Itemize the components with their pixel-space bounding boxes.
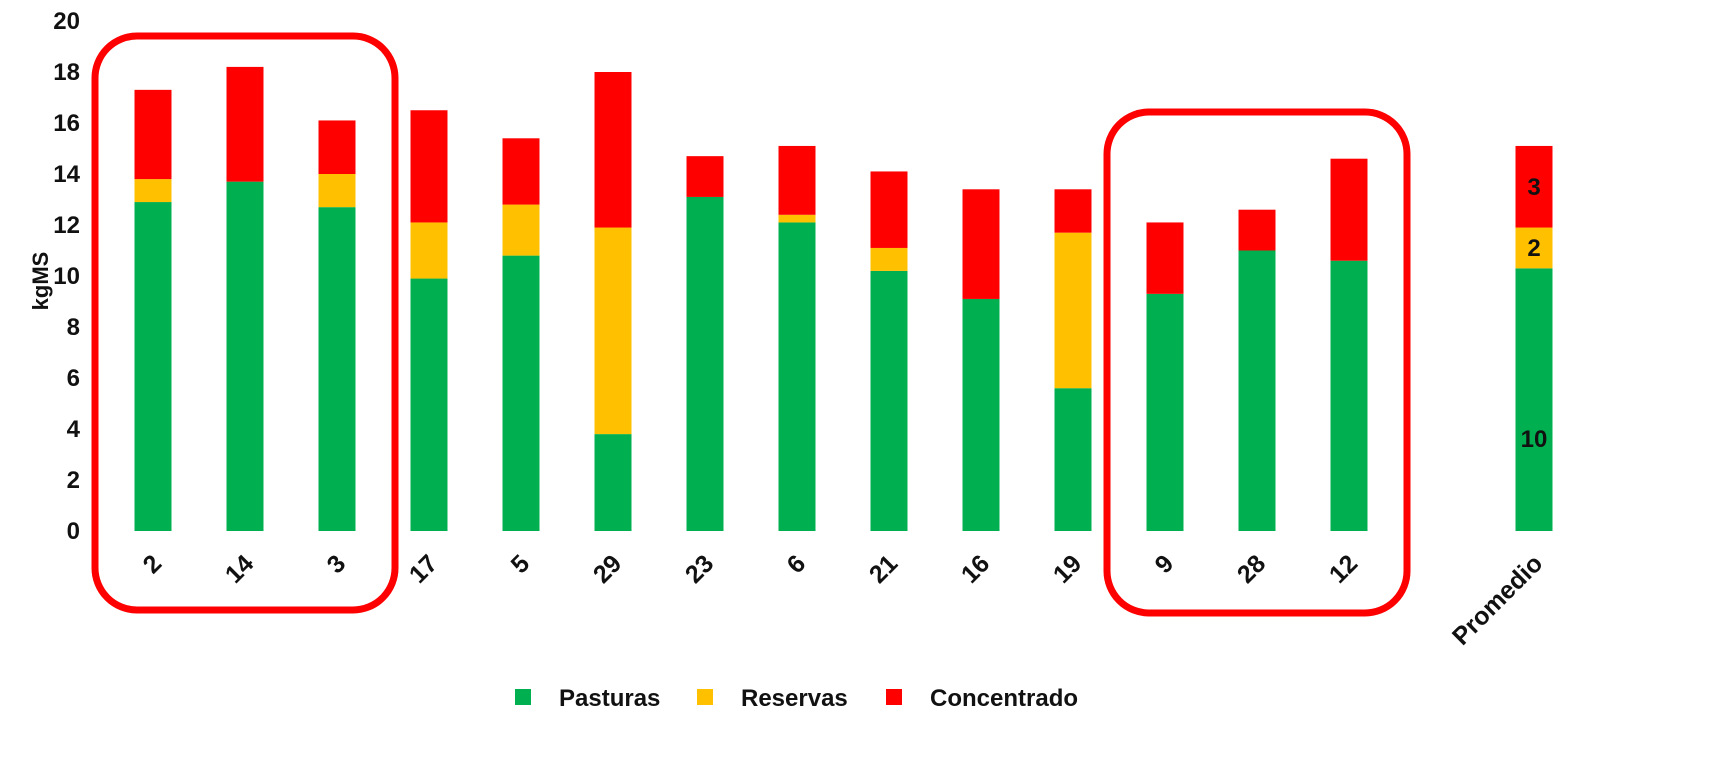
bar-segment-concentrado-21 (870, 171, 908, 248)
legend-swatch-concentrado (886, 689, 902, 705)
x-tick-label: 5 (506, 549, 536, 579)
y-tick-label: 20 (53, 8, 80, 35)
bar-segment-concentrado-5 (502, 138, 540, 205)
bar-segment-pasturas-3 (318, 207, 356, 531)
legend-label-pasturas: Pasturas (559, 685, 660, 712)
bar-segment-pasturas-23 (686, 196, 724, 531)
y-tick-label: 10 (53, 263, 80, 290)
y-axis: 0 2 4 6 8 10 12 14 16 18 20 (53, 8, 80, 545)
legend-swatch-reservas (697, 689, 713, 705)
bar-segment-pasturas-28 (1238, 250, 1276, 531)
bar-segment-pasturas-6 (778, 222, 816, 531)
legend: Pasturas Reservas Concentrado (515, 685, 1078, 712)
bar-segment-pasturas-19 (1054, 388, 1092, 531)
y-axis-label: kgMS (28, 252, 53, 311)
bar-segment-pasturas-promedio (1515, 268, 1553, 531)
y-tick-label: 16 (53, 110, 80, 137)
x-axis: 2 14 3 17 5 29 23 6 21 16 19 9 28 12 Promedio (138, 549, 1549, 650)
data-label: 2 (1527, 235, 1540, 262)
bar-segment-concentrado-14 (226, 66, 264, 182)
x-tick-label: 12 (1324, 549, 1363, 588)
bar-segment-concentrado-2 (134, 89, 172, 180)
x-tick-label: Promedio (1447, 549, 1548, 650)
y-tick-label: 12 (53, 212, 80, 239)
bar-segment-pasturas-5 (502, 255, 540, 531)
legend-label-concentrado: Concentrado (930, 685, 1078, 712)
bar-segment-concentrado-promedio (1515, 145, 1553, 228)
x-tick-label: 3 (322, 549, 352, 579)
bar-segment-pasturas-14 (226, 181, 264, 531)
legend-label-reservas: Reservas (741, 685, 848, 712)
x-tick-label: 23 (680, 549, 719, 588)
bar-segment-concentrado-17 (410, 110, 448, 223)
bar-segment-concentrado-9 (1146, 222, 1184, 294)
data-labels-layer: 10 2 3 (1521, 174, 1548, 453)
y-tick-label: 18 (53, 59, 80, 86)
bar-segment-concentrado-3 (318, 120, 356, 174)
bar-segment-pasturas-21 (870, 270, 908, 531)
y-tick-label: 4 (67, 416, 81, 443)
bars-layer (134, 66, 1553, 532)
x-tick-label: 16 (956, 549, 995, 588)
x-tick-label: 19 (1048, 549, 1087, 588)
bar-segment-reservas-2 (134, 179, 172, 203)
x-tick-label: 9 (1150, 549, 1180, 579)
bar-segment-concentrado-16 (962, 189, 1000, 299)
bar-segment-reservas-17 (410, 222, 448, 279)
bar-segment-pasturas-29 (594, 434, 632, 531)
bar-segment-concentrado-6 (778, 145, 816, 215)
highlight-box (91, 32, 399, 614)
bar-segment-pasturas-2 (134, 202, 172, 532)
bar-segment-pasturas-9 (1146, 293, 1184, 531)
bar-segment-pasturas-16 (962, 298, 1000, 531)
y-tick-label: 8 (67, 314, 80, 341)
x-tick-label: 14 (220, 549, 260, 589)
bar-segment-pasturas-17 (410, 278, 448, 531)
bar-segment-concentrado-29 (594, 72, 632, 228)
bar-segment-concentrado-28 (1238, 209, 1276, 251)
y-tick-label: 2 (67, 467, 80, 494)
x-tick-label: 21 (864, 549, 904, 589)
data-label: 10 (1521, 426, 1548, 453)
bar-segment-reservas-29 (594, 227, 632, 435)
bar-segment-concentrado-19 (1054, 189, 1092, 233)
bar-segment-reservas-19 (1054, 232, 1092, 389)
y-tick-label: 14 (53, 161, 80, 188)
y-tick-label: 0 (67, 518, 80, 545)
data-label: 3 (1527, 174, 1540, 201)
bar-segment-reservas-3 (318, 174, 356, 208)
highlight-box (1103, 108, 1411, 617)
bar-segment-reservas-promedio (1515, 227, 1553, 269)
bar-segment-reservas-6 (778, 214, 816, 223)
bar-segment-reservas-21 (870, 247, 908, 271)
x-tick-label: 29 (588, 549, 627, 588)
bar-segment-pasturas-12 (1330, 260, 1368, 531)
bar-segment-concentrado-12 (1330, 158, 1368, 261)
x-tick-label: 6 (782, 549, 812, 579)
y-tick-label: 6 (67, 365, 80, 392)
x-tick-label: 28 (1232, 549, 1272, 589)
x-tick-label: 2 (138, 549, 168, 579)
bar-segment-reservas-5 (502, 204, 540, 256)
highlight-boxes (91, 32, 1411, 617)
x-tick-label: 17 (404, 549, 443, 588)
legend-swatch-pasturas (515, 689, 531, 705)
bar-segment-concentrado-23 (686, 156, 724, 197)
